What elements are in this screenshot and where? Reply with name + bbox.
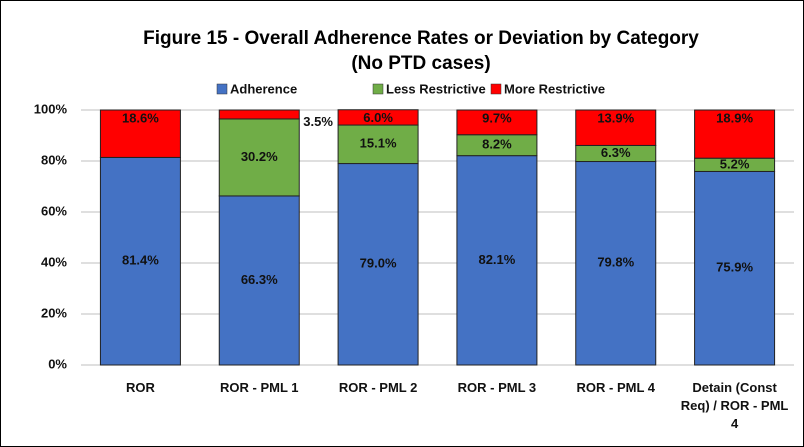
bar-segment	[337, 124, 419, 165]
data-label: 5.2%	[720, 156, 750, 171]
bar-segment	[99, 156, 181, 366]
chart-subtitle: (No PTD cases)	[351, 53, 490, 74]
data-label: 30.2%	[241, 149, 278, 164]
legend-label: More Restrictive	[504, 81, 605, 96]
bar-segment	[456, 155, 538, 366]
bar-segment	[99, 109, 181, 158]
y-tick-label: 40%	[41, 254, 67, 269]
bar-segment	[337, 109, 419, 126]
data-label: 8.2%	[482, 137, 512, 152]
bar-segment	[575, 161, 657, 366]
legend-swatch	[372, 83, 384, 95]
legend-label: Adherence	[230, 81, 297, 96]
data-label: 18.6%	[122, 110, 159, 125]
bar-segment	[218, 109, 300, 120]
x-tick-label: Detain (Const Req) / ROR - PML 4	[680, 380, 789, 431]
data-label: 79.0%	[360, 256, 397, 271]
data-label: 9.7%	[482, 110, 512, 125]
x-tick-label: ROR - PML 3	[457, 380, 537, 395]
x-tick-label: ROR	[125, 380, 155, 395]
chart-title: Figure 15 - Overall Adherence Rates or D…	[143, 28, 699, 49]
data-label: 6.3%	[601, 145, 631, 160]
bar-segment	[694, 109, 776, 159]
bar-segment	[694, 170, 776, 366]
data-label: 66.3%	[241, 272, 278, 287]
y-tick-label: 20%	[41, 305, 67, 320]
bar-segment	[456, 109, 538, 136]
y-tick-label: 60%	[41, 203, 67, 218]
x-tick-label: ROR - PML 4	[576, 380, 656, 395]
data-label: 13.9%	[597, 110, 634, 125]
y-tick-label: 0%	[48, 356, 67, 371]
data-label: 75.9%	[716, 260, 753, 275]
bar-segment	[575, 109, 657, 146]
bar-segment	[337, 163, 419, 366]
bar-segment	[218, 195, 300, 366]
y-tick-label: 100%	[34, 101, 68, 116]
data-label: 6.0%	[363, 110, 393, 125]
legend-swatch	[490, 83, 502, 95]
legend-swatch	[216, 83, 228, 95]
data-label: 15.1%	[360, 136, 397, 151]
data-label: 81.4%	[122, 253, 159, 268]
data-label: 79.8%	[597, 255, 634, 270]
bar-segment	[218, 118, 300, 197]
data-label: 82.1%	[478, 252, 515, 267]
y-tick-label: 80%	[41, 152, 67, 167]
x-tick-label: ROR - PML 2	[338, 380, 418, 395]
x-tick-label: ROR - PML 1	[220, 380, 299, 395]
data-label: 3.5%	[303, 114, 333, 129]
legend-label: Less Restrictive	[386, 81, 486, 96]
data-label: 18.9%	[716, 110, 753, 125]
